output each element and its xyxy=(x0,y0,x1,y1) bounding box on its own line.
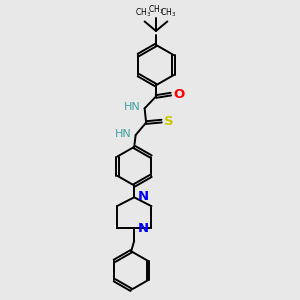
Text: S: S xyxy=(164,115,173,128)
Text: N: N xyxy=(138,190,149,203)
Text: N: N xyxy=(138,222,149,235)
Text: HN: HN xyxy=(115,129,132,139)
Text: O: O xyxy=(173,88,184,100)
Text: CH$_3$: CH$_3$ xyxy=(160,7,176,20)
Text: HN: HN xyxy=(124,103,141,112)
Text: CH$_3$: CH$_3$ xyxy=(135,7,152,20)
Text: CH$_3$: CH$_3$ xyxy=(148,4,164,16)
